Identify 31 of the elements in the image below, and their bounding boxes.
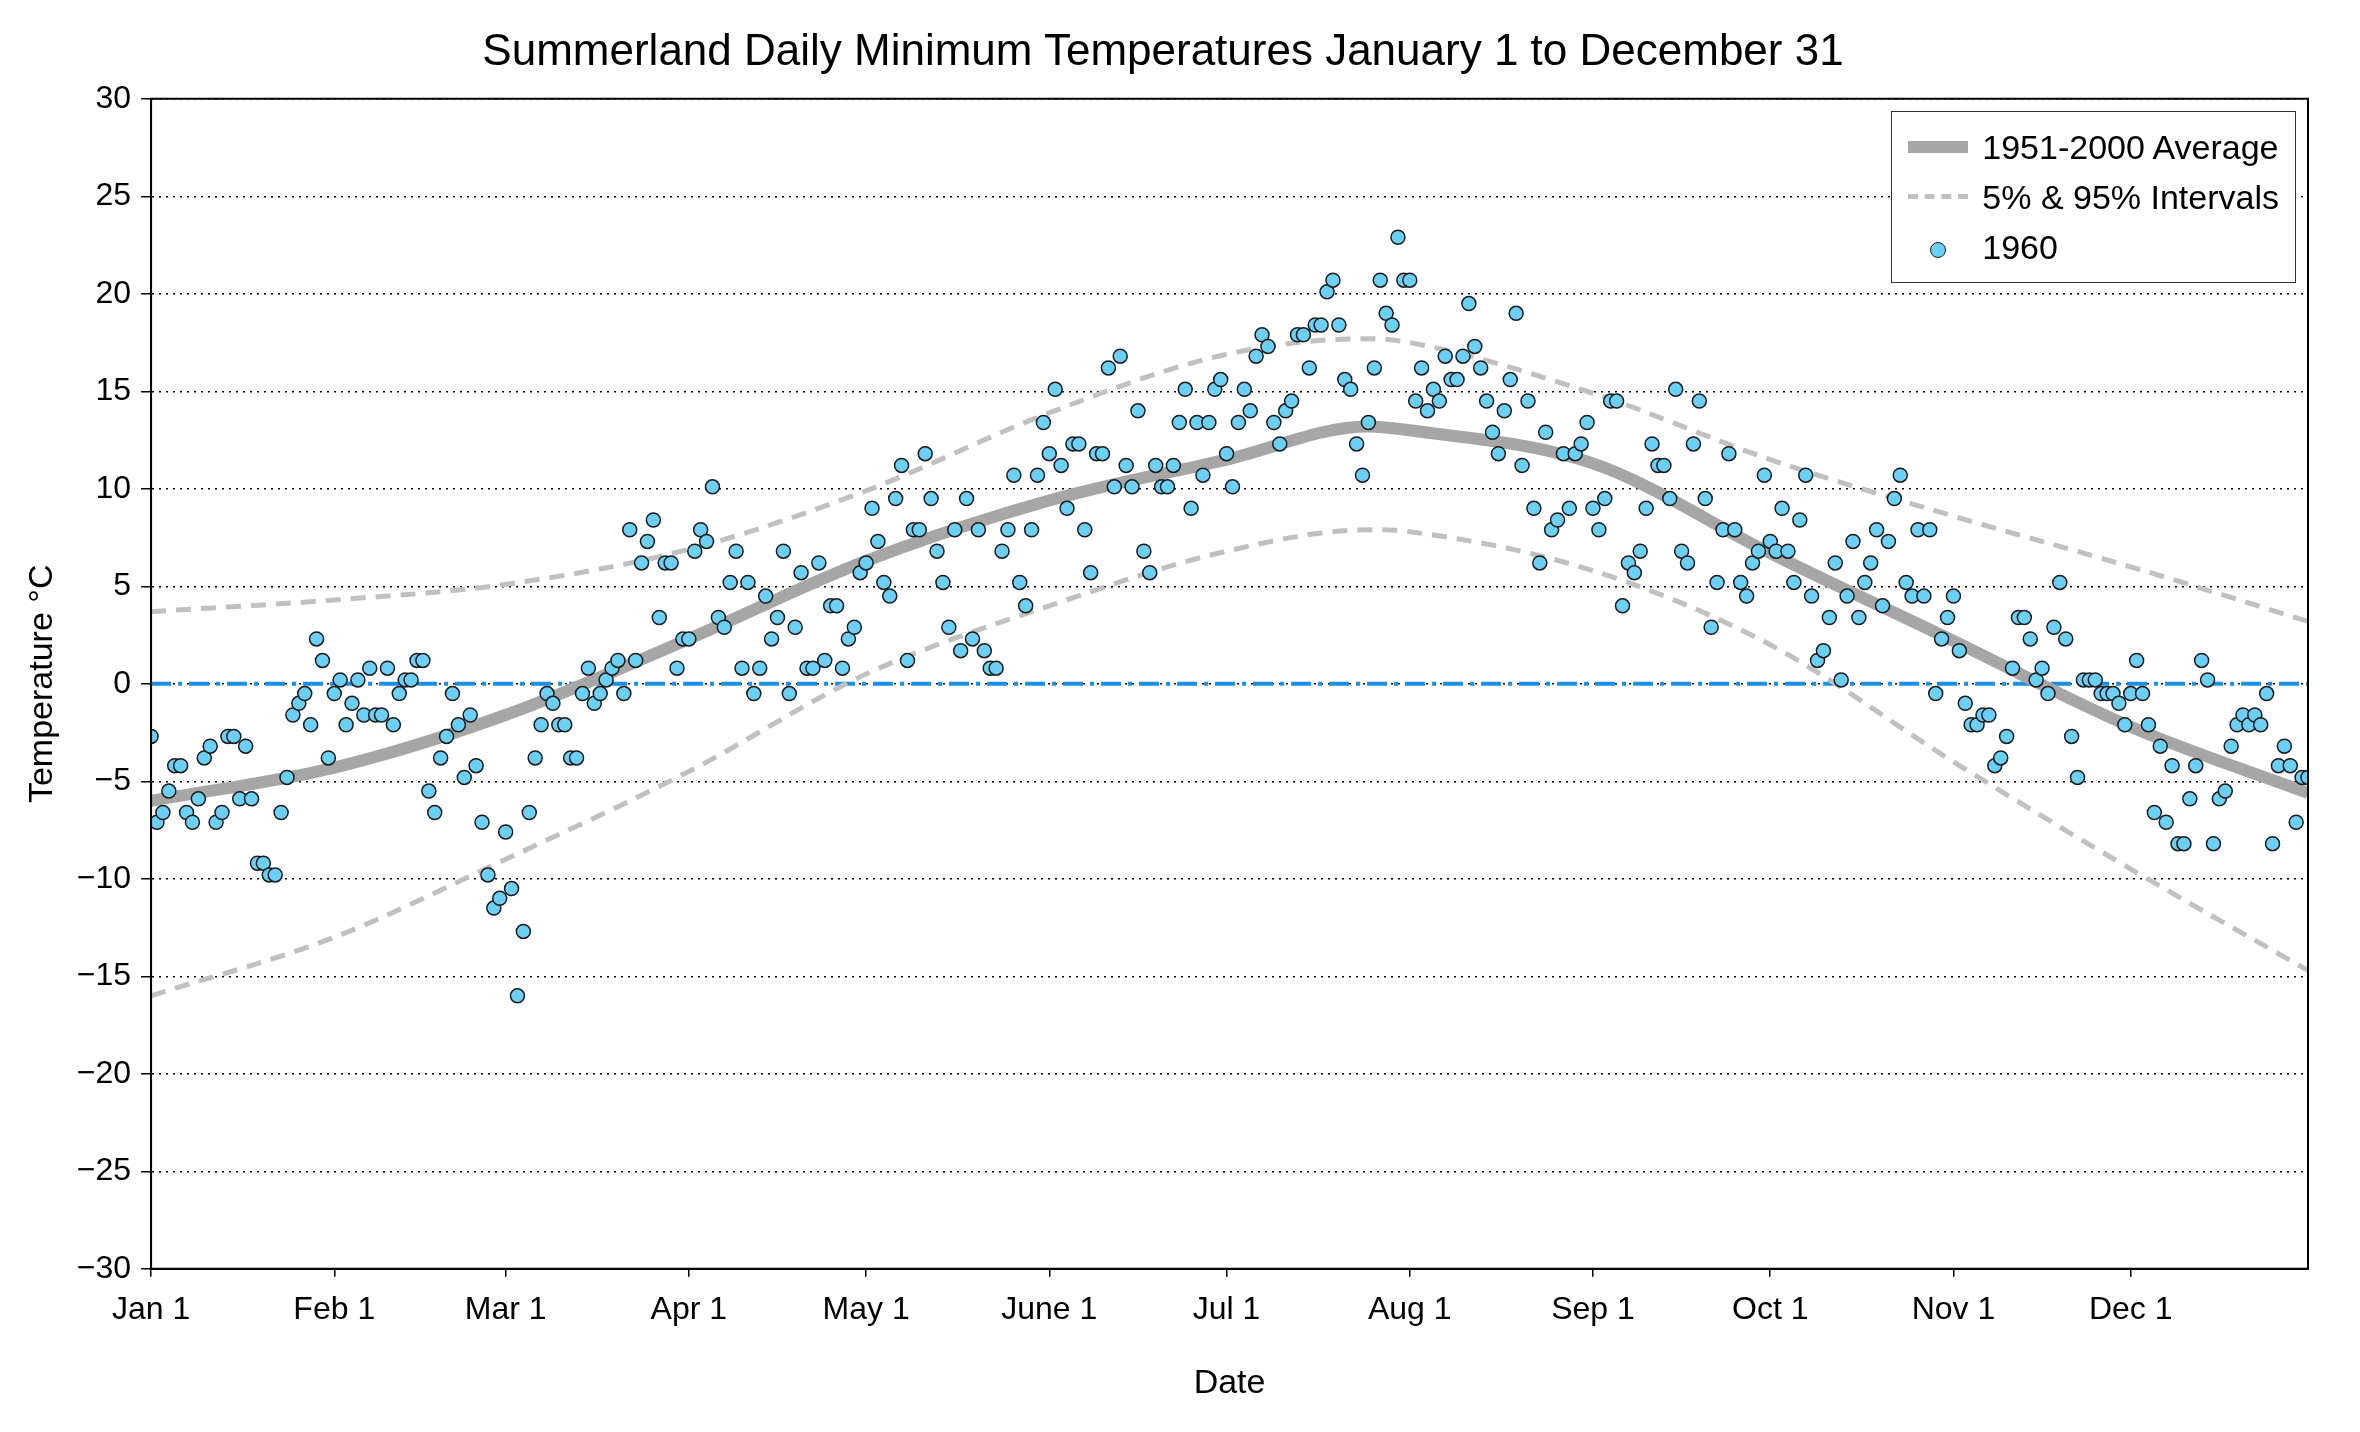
- chart-title: Summerland Daily Minimum Temperatures January 1 to December 31: [482, 24, 1844, 74]
- x-tick-label: Oct 1: [1732, 1289, 1809, 1326]
- y-tick-label: 30: [95, 78, 132, 115]
- x-tick-label: Aug 1: [1367, 1289, 1452, 1326]
- y-tick-label: 0: [113, 663, 132, 700]
- x-tick-label: Dec 1: [2088, 1289, 2173, 1326]
- y-tick-label: −15: [76, 956, 132, 993]
- y-tick-label: −25: [76, 1151, 132, 1188]
- x-tick-label: Apr 1: [650, 1289, 728, 1326]
- x-tick-label: Feb 1: [293, 1289, 376, 1326]
- x-tick-label: Mar 1: [464, 1289, 547, 1326]
- x-tick-label: Jul 1: [1192, 1289, 1261, 1326]
- legend-label: 1960: [1982, 226, 2058, 268]
- y-tick-label: 25: [95, 176, 132, 213]
- y-tick-label: −30: [76, 1248, 132, 1285]
- x-tick-label: June 1: [1001, 1289, 1098, 1326]
- y-tick-label: 10: [95, 468, 132, 505]
- x-tick-label: Sep 1: [1551, 1289, 1635, 1326]
- legend-label: 5% & 95% Intervals: [1982, 176, 2279, 218]
- y-tick-label: 5: [113, 566, 132, 603]
- x-tick-label: Nov 1: [1911, 1289, 1996, 1326]
- y-tick-label: 15: [95, 371, 132, 408]
- x-tick-label: May 1: [822, 1289, 910, 1326]
- y-tick-label: −10: [76, 858, 132, 895]
- y-tick-label: 20: [95, 273, 132, 310]
- legend-label: 1951-2000 Average: [1982, 126, 2279, 168]
- y-axis-title: Temperature °C: [20, 564, 59, 804]
- y-tick-label: −5: [94, 761, 132, 798]
- y-tick-label: −20: [76, 1053, 132, 1090]
- x-tick-label: Jan 1: [111, 1289, 191, 1326]
- x-axis-title: Date: [1193, 1361, 1266, 1400]
